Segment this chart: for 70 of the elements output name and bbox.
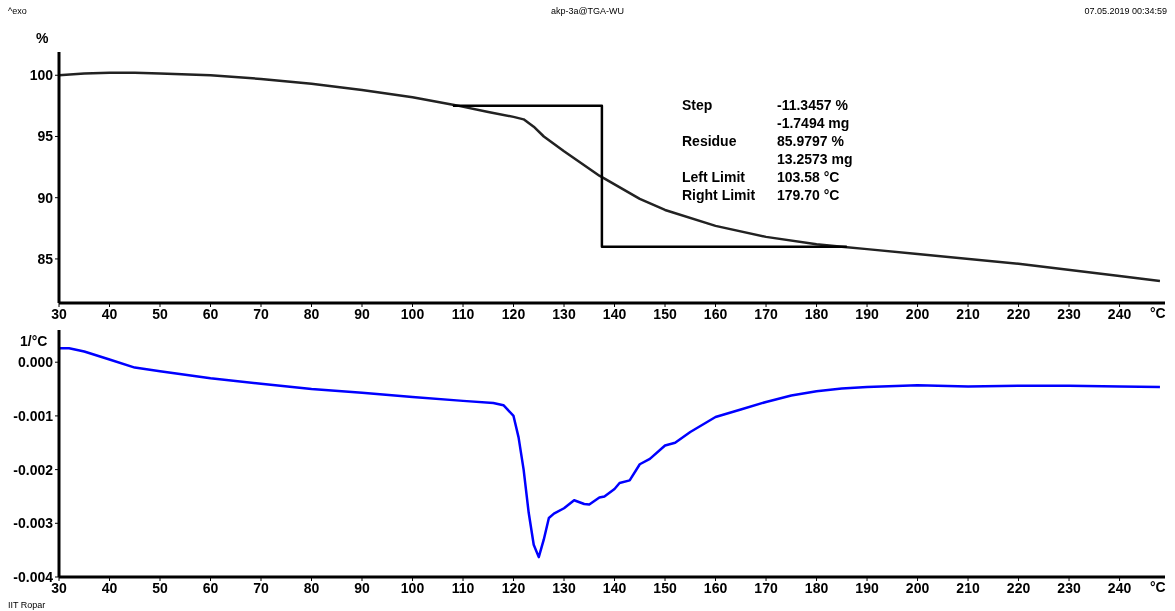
x-tick-label: 210	[956, 579, 980, 596]
x-tick-label: 80	[303, 579, 320, 596]
x-tick-label: 240	[1107, 579, 1132, 596]
x-tick-label: 140	[602, 579, 627, 596]
annotation: 85.9797 %	[777, 133, 844, 149]
x-tick-label: 170	[754, 305, 778, 322]
x-tick-label: 160	[703, 305, 728, 322]
x-tick-label: 110	[451, 579, 475, 596]
x-tick-label: 90	[354, 305, 371, 322]
annotation: Residue	[682, 133, 737, 149]
annotation: Right Limit	[682, 187, 756, 203]
x-tick-label: 200	[905, 579, 930, 596]
x-tick-label: 60	[202, 579, 219, 596]
x-tick-label: 100	[400, 579, 425, 596]
annotation: 103.58 °C	[777, 169, 840, 185]
x-tick-label: 220	[1006, 305, 1031, 322]
x-tick-label: 120	[501, 579, 526, 596]
x-tick-label: 80	[303, 305, 320, 322]
x-tick-label: 40	[101, 305, 118, 322]
x-tick-label: 120	[501, 305, 526, 322]
x-tick-label: 40	[101, 579, 118, 596]
text: IIT Ropar	[8, 600, 46, 610]
x-tick-label: 170	[754, 579, 778, 596]
y-tick-label: -0.004	[13, 568, 54, 585]
x-tick-label: 220	[1006, 579, 1031, 596]
x-tick-label: 180	[804, 305, 829, 322]
annotation: -1.7494 mg	[777, 115, 850, 131]
x-tick-label: 130	[552, 579, 576, 596]
x-tick-label: 60	[202, 305, 219, 322]
x-tick-label: 190	[855, 579, 879, 596]
x-tick-label: 150	[653, 579, 677, 596]
y-tick-label: 90	[37, 189, 54, 206]
x-tick-label: 130	[552, 305, 576, 322]
text: ^exo	[8, 6, 27, 16]
y-tick-label: -0.003	[13, 515, 54, 532]
y-tick-label: 0.000	[17, 354, 54, 371]
annotation: Left Limit	[682, 169, 745, 185]
x-tick-label: 110	[451, 305, 475, 322]
x-tick-label: 100	[400, 305, 425, 322]
x-tick-label: 140	[602, 305, 627, 322]
x-axis-title: °C	[1150, 305, 1166, 321]
x-tick-label: 150	[653, 305, 677, 322]
x-tick-label: 50	[152, 579, 168, 596]
y-axis-title: 1/°C	[20, 333, 48, 349]
chart-title: akp-3a@TGA-WU	[550, 6, 625, 16]
x-tick-label: 90	[354, 579, 371, 596]
y-tick-label: -0.002	[13, 461, 54, 478]
x-tick-label: 240	[1107, 305, 1132, 322]
y-tick-label: 85	[37, 250, 54, 267]
annotation: -11.3457 %	[777, 97, 848, 113]
x-axis-title: °C	[1150, 579, 1166, 595]
x-tick-label: 70	[253, 579, 270, 596]
x-tick-label: 160	[703, 579, 728, 596]
x-tick-label: 30	[51, 305, 67, 322]
x-tick-label: 230	[1057, 305, 1081, 322]
annotation: 13.2573 mg	[777, 151, 853, 167]
x-tick-label: 70	[253, 305, 270, 322]
y-tick-label: 100	[29, 67, 54, 84]
text: 07.05.2019 00:34:59	[1084, 6, 1167, 16]
x-tick-label: 230	[1057, 579, 1081, 596]
x-tick-label: 50	[152, 305, 168, 322]
y-tick-label: 95	[37, 128, 54, 145]
x-tick-label: 180	[804, 579, 829, 596]
x-tick-label: 190	[855, 305, 879, 322]
y-tick-label: -0.001	[13, 407, 54, 424]
y-axis-title: %	[36, 30, 49, 46]
x-tick-label: 200	[905, 305, 930, 322]
x-tick-label: 210	[956, 305, 980, 322]
annotation: 179.70 °C	[777, 187, 840, 203]
annotation: Step	[682, 97, 713, 113]
